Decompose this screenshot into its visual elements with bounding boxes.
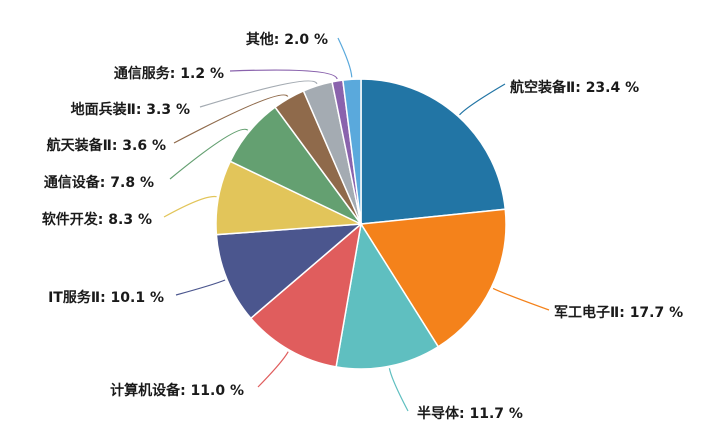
pie-slice <box>360 78 507 225</box>
slice-label: 地面兵装Ⅱ: 3.3 % <box>71 101 190 118</box>
slice-label: 计算机设备: 11.0 % <box>110 382 244 399</box>
pie-slice <box>335 221 440 370</box>
leader-line <box>169 128 249 180</box>
slice-label: 军工电子Ⅱ: 17.7 % <box>554 304 683 321</box>
pie-slice <box>359 208 507 348</box>
slice-label: 通信设备: 7.8 % <box>44 174 154 191</box>
slice-label: 航空装备Ⅱ: 23.4 % <box>510 79 639 96</box>
slice-label: 软件开发: 8.3 % <box>42 211 152 228</box>
leader-line <box>257 351 289 388</box>
leader-line <box>337 37 353 78</box>
leader-line <box>163 195 217 218</box>
leader-line <box>199 80 318 108</box>
slice-label: 通信服务: 1.2 % <box>114 65 224 82</box>
leader-lines <box>163 37 550 412</box>
slice-label: IT服务Ⅱ: 10.1 % <box>48 289 164 306</box>
pie-slices <box>215 78 507 370</box>
pie-slice <box>249 222 363 368</box>
leader-line <box>229 69 338 80</box>
slice-label: 半导体: 11.7 % <box>417 405 523 422</box>
pie-slice <box>215 223 364 320</box>
pie-slice <box>342 78 362 225</box>
slice-label: 航天装备Ⅱ: 3.6 % <box>47 137 166 154</box>
leader-line <box>459 83 506 116</box>
leader-line <box>175 279 226 296</box>
slice-label: 其他: 2.0 % <box>246 31 328 48</box>
leader-line <box>173 94 289 144</box>
leader-line <box>492 287 550 311</box>
slice-labels: 航空装备Ⅱ: 23.4 % 军工电子Ⅱ: 17.7 % 半导体: 11.7 % 计算机… <box>42 31 683 422</box>
leader-line <box>388 368 409 412</box>
